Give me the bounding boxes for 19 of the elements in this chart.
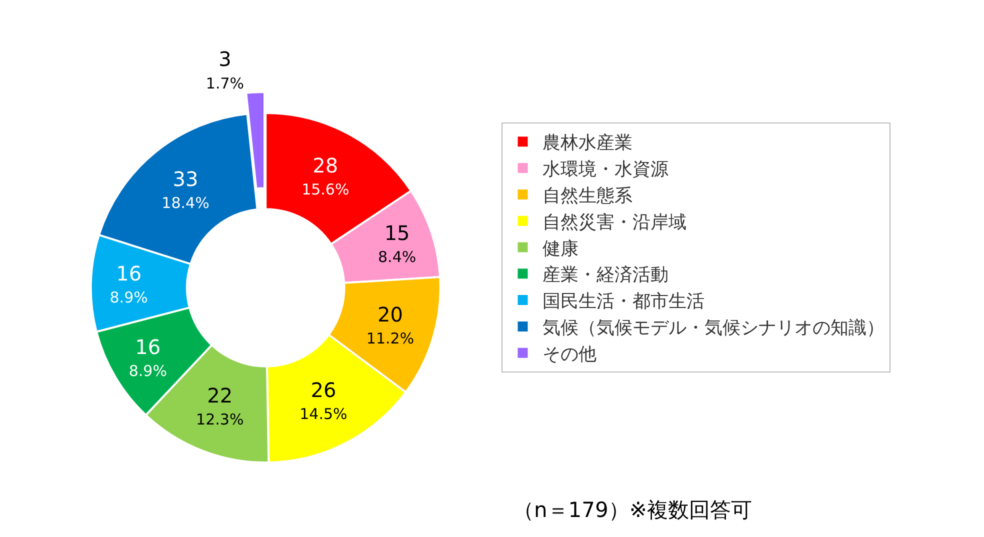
legend-label: その他 bbox=[542, 344, 597, 365]
legend-label: 自然災害・沿岸域 bbox=[542, 212, 687, 233]
legend-label: 気候（気候モデル・気候シナリオの知識） bbox=[542, 317, 885, 338]
data-label: 15 8.4% bbox=[378, 220, 416, 266]
data-label: 20 11.2% bbox=[366, 302, 414, 348]
text: （n＝179）※複数回答可 bbox=[513, 498, 752, 522]
data-label: 33 18.4% bbox=[162, 167, 210, 212]
legend-label: 健康 bbox=[542, 238, 579, 260]
data-label: 16 8.9% bbox=[128, 335, 167, 380]
legend-label: 国民生活・都市生活 bbox=[542, 291, 705, 312]
legend-label: 産業・経済活動 bbox=[542, 264, 669, 286]
data-label: 16 8.9% bbox=[110, 262, 148, 307]
legend-label: 水環境・水資源 bbox=[542, 159, 669, 180]
data-label: 3 1.7% bbox=[206, 47, 244, 92]
data-label: 26 14.5% bbox=[300, 378, 348, 424]
data-label: 22 12.3% bbox=[196, 384, 244, 429]
legend-label: 自然生態系 bbox=[542, 185, 633, 206]
legend-label: 農林水産業 bbox=[542, 132, 633, 154]
data-label: 28 15.6% bbox=[302, 153, 350, 199]
